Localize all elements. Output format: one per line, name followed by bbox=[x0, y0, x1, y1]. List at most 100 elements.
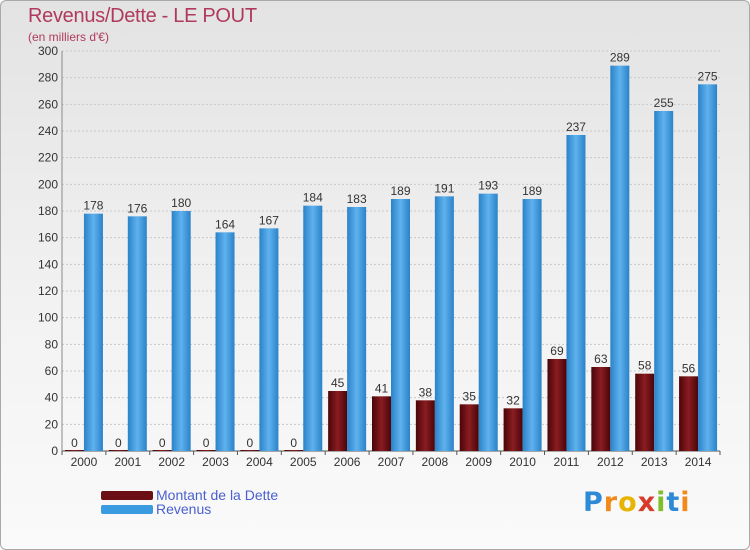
bar-dette bbox=[328, 391, 348, 451]
y-tick-label: 40 bbox=[45, 391, 59, 405]
bar-revenus bbox=[303, 205, 323, 451]
bar-dette bbox=[415, 400, 435, 451]
x-tick-label: 2000 bbox=[71, 455, 98, 469]
bar-dette bbox=[459, 404, 479, 451]
bar-dette bbox=[240, 450, 260, 451]
data-label-dette: 0 bbox=[203, 436, 210, 450]
data-label-revenus: 180 bbox=[171, 196, 191, 210]
bar-revenus bbox=[259, 228, 279, 451]
bar-dette bbox=[152, 450, 172, 451]
y-tick-label: 80 bbox=[45, 337, 59, 351]
bars bbox=[64, 65, 718, 452]
y-tick-label: 300 bbox=[38, 44, 58, 58]
chart-subtitle: (en milliers d'€) bbox=[28, 30, 109, 44]
y-tick-label: 120 bbox=[38, 284, 58, 298]
bar-revenus bbox=[654, 111, 674, 451]
data-label-revenus: 189 bbox=[390, 184, 410, 198]
bar-revenus bbox=[127, 216, 147, 451]
data-label-revenus: 167 bbox=[259, 213, 279, 227]
x-tick-label: 2008 bbox=[422, 455, 449, 469]
labels: 2000 0 178 2001 0 176 2002 0 180 2003 0 164 2004 0 167… bbox=[71, 51, 718, 469]
data-label-revenus: 255 bbox=[654, 96, 674, 110]
y-tick-label: 200 bbox=[38, 177, 58, 191]
x-tick-label: 2006 bbox=[334, 455, 361, 469]
data-label-dette: 0 bbox=[71, 436, 78, 450]
y-tick-label: 160 bbox=[38, 231, 58, 245]
bar-dette bbox=[503, 408, 523, 451]
x-tick-label: 2011 bbox=[554, 455, 580, 469]
bar-dette bbox=[635, 373, 655, 451]
bar-revenus bbox=[698, 84, 718, 451]
bar-revenus bbox=[522, 199, 542, 451]
y-tick-label: 140 bbox=[38, 257, 58, 271]
bar-dette bbox=[108, 450, 128, 451]
y-tick-label: 280 bbox=[38, 71, 58, 85]
data-label-revenus: 184 bbox=[303, 191, 323, 205]
data-label-revenus: 183 bbox=[347, 192, 367, 206]
x-tick-label: 2010 bbox=[509, 455, 536, 469]
bar-dette bbox=[679, 376, 699, 451]
legend-swatch-dette bbox=[101, 491, 153, 500]
y-tick-label: 220 bbox=[38, 151, 58, 165]
legend-swatch-revenus bbox=[101, 505, 153, 514]
data-label-dette: 69 bbox=[550, 344, 564, 358]
data-label-dette: 35 bbox=[463, 389, 477, 403]
x-tick-label: 2007 bbox=[378, 455, 405, 469]
bar-revenus bbox=[215, 232, 235, 451]
data-label-dette: 0 bbox=[159, 436, 166, 450]
bar-dette bbox=[591, 367, 611, 451]
data-label-revenus: 289 bbox=[610, 51, 630, 65]
bar-dette bbox=[64, 450, 84, 451]
data-label-dette: 58 bbox=[638, 359, 652, 373]
bar-dette bbox=[547, 359, 567, 451]
bar-dette bbox=[196, 450, 216, 451]
x-tick-label: 2009 bbox=[465, 455, 492, 469]
x-tick-label: 2003 bbox=[202, 455, 229, 469]
y-tick-label: 180 bbox=[38, 204, 58, 218]
bar-revenus bbox=[434, 196, 454, 451]
y-tick-label: 240 bbox=[38, 124, 58, 138]
data-label-dette: 32 bbox=[506, 393, 520, 407]
data-label-dette: 0 bbox=[115, 436, 122, 450]
y-tick-label: 260 bbox=[38, 97, 58, 111]
x-tick-label: 2005 bbox=[290, 455, 317, 469]
data-label-dette: 41 bbox=[375, 381, 389, 395]
data-label-dette: 0 bbox=[247, 436, 254, 450]
data-label-dette: 63 bbox=[594, 352, 608, 366]
bar-revenus bbox=[391, 199, 410, 451]
bar-revenus bbox=[566, 135, 586, 451]
y-tick-label: 20 bbox=[45, 417, 59, 431]
bar-revenus bbox=[347, 207, 367, 451]
legend-label-dette: Montant de la Dette bbox=[156, 487, 279, 503]
x-tick-label: 2014 bbox=[685, 455, 712, 469]
x-tick-label: 2004 bbox=[246, 455, 273, 469]
proxiti-logo: Proxiti bbox=[583, 487, 691, 518]
data-label-revenus: 191 bbox=[434, 181, 454, 195]
y-tick-label: 100 bbox=[38, 311, 58, 325]
bar-dette bbox=[372, 396, 391, 451]
bar-revenus bbox=[478, 193, 498, 451]
data-label-revenus: 193 bbox=[478, 179, 498, 193]
bar-dette bbox=[284, 450, 304, 451]
bar-revenus bbox=[83, 213, 103, 451]
data-label-revenus: 189 bbox=[522, 184, 542, 198]
y-tick-label: 0 bbox=[51, 444, 58, 458]
legend-label-revenus: Revenus bbox=[156, 501, 212, 517]
data-label-revenus: 275 bbox=[698, 69, 718, 83]
data-label-revenus: 178 bbox=[83, 199, 103, 213]
bar-revenus bbox=[610, 65, 630, 452]
data-label-revenus: 164 bbox=[215, 217, 235, 231]
x-tick-label: 2001 bbox=[114, 455, 141, 469]
data-label-revenus: 237 bbox=[566, 120, 586, 134]
data-label-dette: 0 bbox=[290, 436, 297, 450]
chart-title: Revenus/Dette - LE POUT bbox=[28, 5, 257, 27]
y-tick-label: 60 bbox=[45, 364, 59, 378]
data-label-dette: 56 bbox=[682, 361, 696, 375]
x-tick-label: 2012 bbox=[597, 455, 624, 469]
bar-revenus bbox=[171, 211, 191, 451]
data-label-dette: 38 bbox=[419, 385, 433, 399]
x-tick-label: 2002 bbox=[158, 455, 185, 469]
data-label-revenus: 176 bbox=[127, 201, 147, 215]
